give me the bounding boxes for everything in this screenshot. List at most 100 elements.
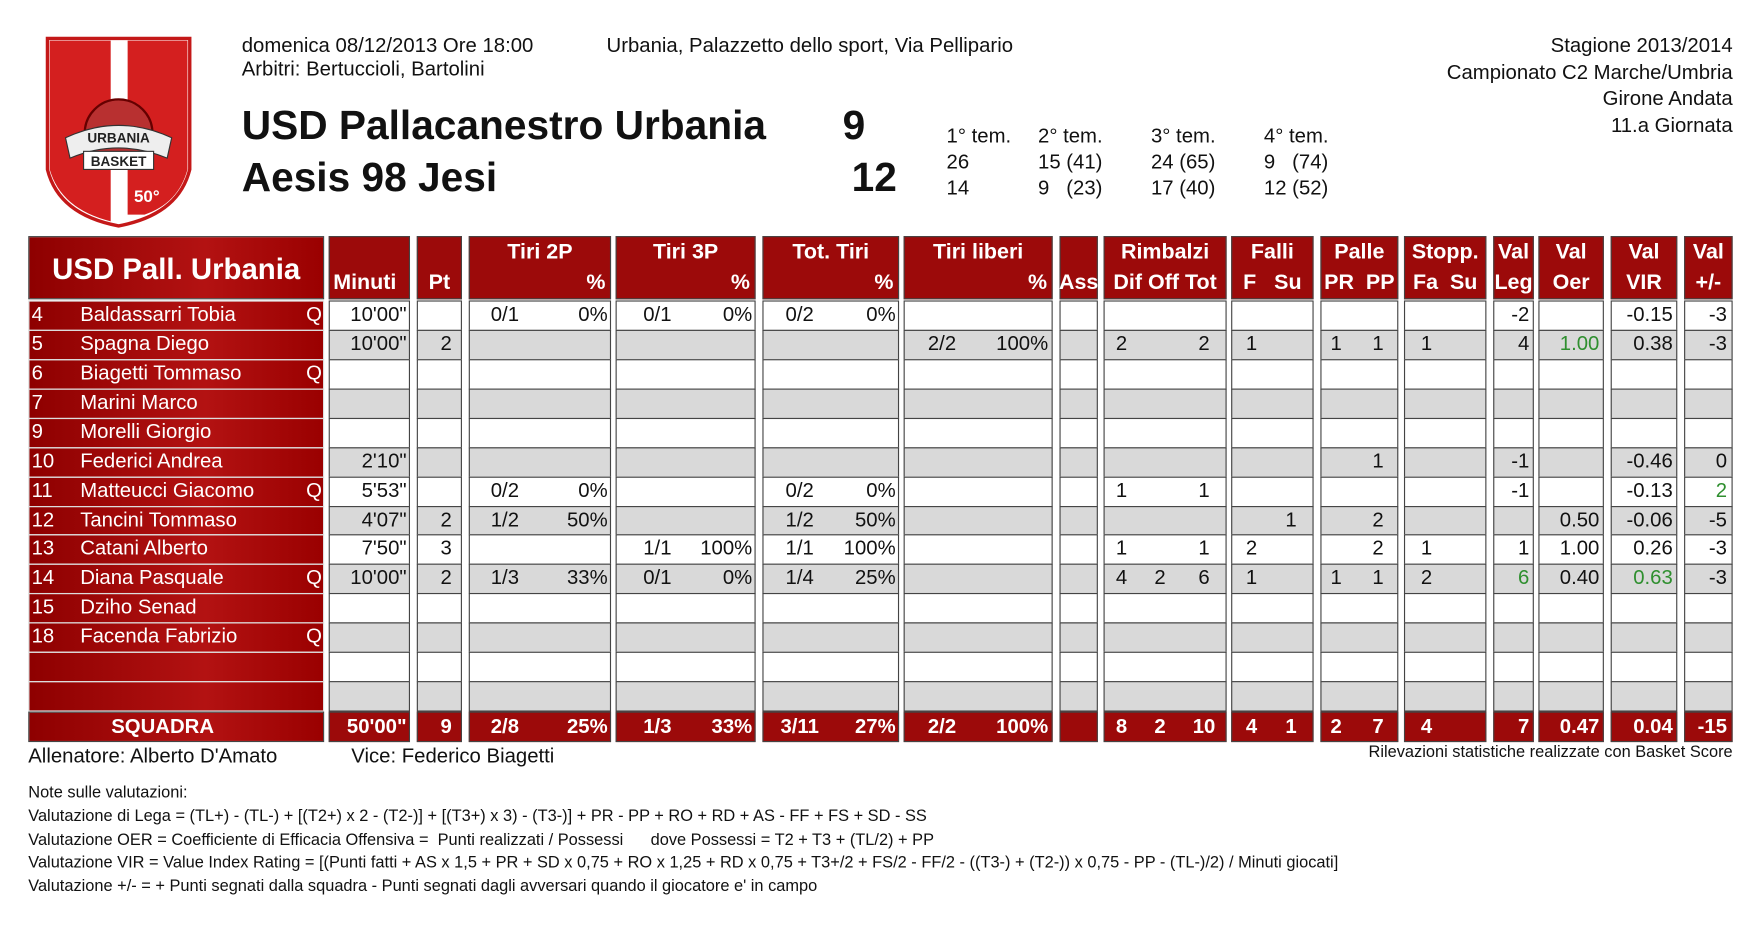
coach: Allenatore: Alberto D'Amato bbox=[28, 744, 278, 767]
stat-cell bbox=[1059, 359, 1098, 390]
stat-value: 100% bbox=[996, 331, 1049, 355]
name-cell bbox=[28, 446, 325, 478]
stat-value: 2 bbox=[440, 507, 452, 531]
quarter-label: 1° tem. bbox=[946, 124, 1012, 147]
team-stat: 25% bbox=[566, 714, 608, 738]
team-stat: 2 bbox=[1154, 714, 1166, 738]
stat-value: 0/1 bbox=[643, 566, 672, 589]
stat-cell bbox=[328, 417, 411, 449]
stat-cell bbox=[1610, 300, 1678, 331]
stat-cell bbox=[328, 651, 411, 683]
stat-value: 0/1 bbox=[490, 302, 520, 326]
quarter-score: 17 (40) bbox=[1150, 176, 1216, 199]
stat-value: 1 bbox=[1372, 566, 1384, 589]
season-line: 11.a Giornata bbox=[1610, 113, 1733, 137]
stat-value: 1 bbox=[1115, 478, 1128, 502]
stat-cell bbox=[1059, 329, 1098, 361]
stat-cell bbox=[1538, 359, 1604, 390]
stat-cell bbox=[762, 446, 900, 478]
team-name: USD Pallacanestro Urbania bbox=[241, 101, 766, 148]
stat-cell bbox=[468, 329, 612, 361]
column-title: Falli bbox=[1250, 240, 1294, 265]
stat-value: 0% bbox=[722, 566, 753, 589]
team-stat: 1 bbox=[1285, 714, 1297, 738]
stat-value: 0.38 bbox=[1633, 331, 1673, 355]
stat-cell bbox=[1231, 329, 1314, 361]
stat-value: -3 bbox=[1708, 566, 1728, 589]
stat-value: 5'53" bbox=[361, 478, 407, 502]
stat-cell bbox=[1403, 300, 1487, 331]
stat-cell bbox=[468, 564, 612, 595]
stat-cell bbox=[1320, 564, 1399, 595]
note-line: Valutazione VIR = Value Index Rating = [… bbox=[28, 853, 1339, 872]
team-name: Aesis 98 Jesi bbox=[241, 153, 498, 200]
team-stat: 27% bbox=[854, 714, 896, 738]
stat-cell bbox=[1320, 446, 1399, 478]
stat-cell bbox=[1493, 388, 1534, 419]
stat-cell bbox=[1231, 300, 1314, 331]
stat-value: 1/3 bbox=[490, 566, 520, 589]
stat-value: 0 bbox=[1715, 449, 1728, 472]
stat-cell bbox=[903, 446, 1053, 478]
stat-cell bbox=[1610, 681, 1678, 712]
stat-cell bbox=[1403, 681, 1487, 712]
stat-value: 4 bbox=[1518, 331, 1530, 355]
season-line: Campionato C2 Marche/Umbria bbox=[1446, 60, 1733, 84]
stat-value: 1 bbox=[1285, 507, 1297, 531]
stat-value: 1 bbox=[1420, 537, 1433, 560]
stat-cell bbox=[1320, 300, 1399, 331]
stat-value: 1/2 bbox=[490, 507, 520, 531]
stat-cell bbox=[1059, 417, 1098, 449]
stat-cell bbox=[1403, 446, 1487, 478]
column-title: Palle bbox=[1334, 240, 1385, 265]
quarter-score: 24 (65) bbox=[1150, 150, 1216, 173]
stat-cell bbox=[416, 329, 462, 361]
column-subtitle: Oer bbox=[1552, 271, 1590, 295]
stat-cell bbox=[1403, 417, 1487, 449]
stat-cell bbox=[762, 622, 900, 654]
note-line: Valutazione OER = Coefficiente di Effica… bbox=[28, 830, 935, 849]
stat-cell bbox=[903, 300, 1053, 331]
column-subtitle: % bbox=[586, 271, 606, 295]
player-number: 13 bbox=[31, 537, 55, 560]
team-cell bbox=[1493, 711, 1534, 743]
stat-cell bbox=[1538, 622, 1604, 654]
stat-value: 0/1 bbox=[643, 302, 672, 326]
stat-cell bbox=[1103, 593, 1227, 624]
stat-value: 2 bbox=[1715, 478, 1728, 502]
stat-value: 2 bbox=[1372, 507, 1384, 531]
team-stat: -15 bbox=[1697, 714, 1728, 738]
stat-cell bbox=[468, 622, 612, 654]
stat-cell bbox=[615, 593, 756, 624]
stat-cell bbox=[762, 388, 900, 419]
stat-cell bbox=[416, 505, 462, 536]
stat-cell bbox=[1684, 476, 1733, 507]
player-number: 18 bbox=[31, 624, 55, 648]
quarter-score: 26 bbox=[946, 150, 970, 173]
stat-cell bbox=[762, 534, 900, 566]
stat-value: 4 bbox=[1115, 566, 1128, 589]
stat-value: 2'10" bbox=[361, 449, 407, 472]
stat-cell bbox=[1610, 505, 1678, 536]
stat-value: 1/1 bbox=[785, 537, 814, 560]
stat-value: 33% bbox=[566, 566, 608, 589]
quarter-label: 4° tem. bbox=[1263, 124, 1329, 147]
column-subtitle: VIR bbox=[1626, 271, 1662, 295]
stat-value: 1 bbox=[1518, 537, 1530, 560]
stat-value: -2 bbox=[1511, 302, 1530, 326]
player-number: 11 bbox=[31, 478, 53, 502]
stat-cell bbox=[1610, 388, 1678, 419]
column-title: Stopp. bbox=[1411, 240, 1479, 265]
column-title: Val bbox=[1692, 240, 1724, 265]
stat-cell bbox=[328, 622, 411, 654]
column-header bbox=[1684, 236, 1733, 300]
stat-cell bbox=[1320, 681, 1399, 712]
logo-ribbon bbox=[64, 124, 173, 159]
stat-cell bbox=[1684, 417, 1733, 449]
team-cell bbox=[903, 711, 1053, 743]
column-title: Val bbox=[1555, 240, 1587, 265]
stat-value: 6 bbox=[1518, 566, 1530, 589]
team-stat: 2/2 bbox=[927, 714, 957, 738]
stat-cell bbox=[1059, 622, 1098, 654]
